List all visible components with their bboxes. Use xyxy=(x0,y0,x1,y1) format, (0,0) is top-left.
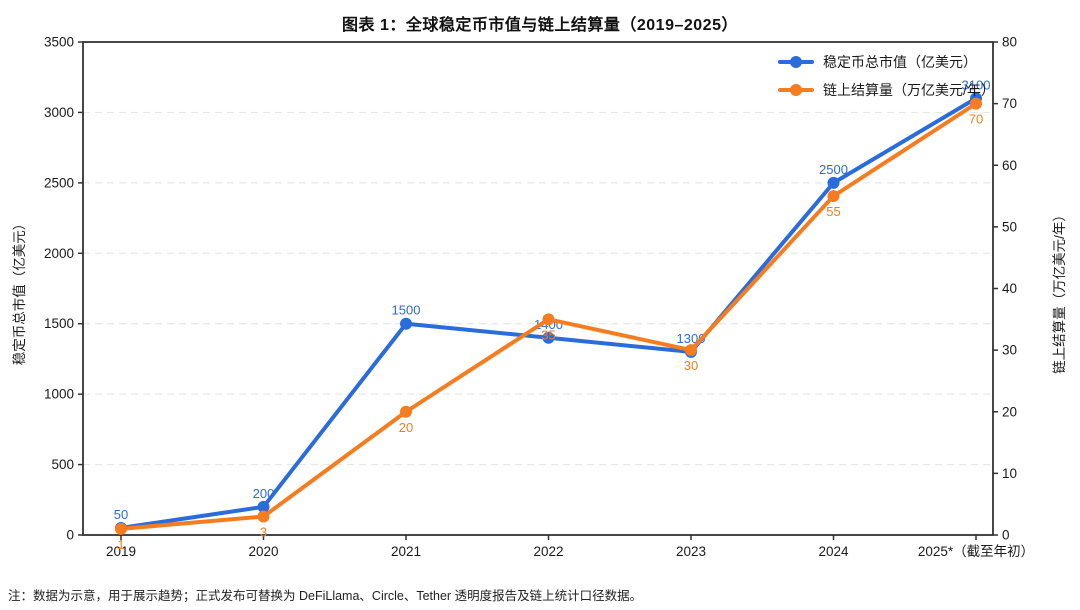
x-tick-label: 2020 xyxy=(248,544,278,559)
data-point xyxy=(685,344,697,357)
left-tick-label: 2500 xyxy=(44,175,74,190)
legend-item-market-cap: 稳定币总市值（亿美元） xyxy=(778,50,995,74)
right-tick-label: 0 xyxy=(1002,528,1010,543)
data-point xyxy=(827,176,840,189)
left-tick-label: 500 xyxy=(51,457,74,472)
data-point-label: 50 xyxy=(114,507,128,522)
data-point-label: 30 xyxy=(684,358,698,373)
data-point-label: 70 xyxy=(969,112,983,127)
data-point-label: 1500 xyxy=(392,303,421,318)
data-point-label: 55 xyxy=(826,204,840,219)
data-point xyxy=(400,317,412,330)
data-point xyxy=(827,190,840,203)
left-tick-label: 3000 xyxy=(44,105,74,120)
left-tick-label: 3500 xyxy=(44,35,74,50)
data-point xyxy=(542,313,555,326)
legend-label-settlement: 链上结算量（万亿美元/年） xyxy=(823,82,995,98)
left-tick-label: 0 xyxy=(66,528,74,543)
right-tick-label: 20 xyxy=(1002,404,1017,419)
left-tick-label: 1500 xyxy=(44,316,74,331)
x-tick-label: 2024 xyxy=(818,544,849,559)
x-tick-label: 2023 xyxy=(676,544,706,559)
left-tick-label: 1000 xyxy=(44,387,74,402)
data-point xyxy=(970,97,982,110)
data-point-label: 35 xyxy=(541,327,555,342)
data-point xyxy=(542,331,555,344)
data-point-label: 20 xyxy=(399,420,413,435)
x-tick-label: 2019 xyxy=(106,544,136,559)
right-tick-label: 80 xyxy=(1002,35,1017,50)
legend-item-settlement: 链上结算量（万亿美元/年） xyxy=(778,78,995,102)
right-tick-label: 10 xyxy=(1002,466,1017,481)
plot-border xyxy=(82,41,994,536)
data-point-label: 200 xyxy=(253,486,275,501)
settlement-line-swatch xyxy=(778,84,814,96)
right-tick-label: 30 xyxy=(1002,343,1017,358)
data-point-label: 3 xyxy=(260,525,267,540)
chart-title: 图表 1：全球稳定币市值与链上结算量（2019–2025） xyxy=(342,17,738,34)
data-point xyxy=(115,522,127,535)
data-point xyxy=(257,510,270,523)
x-tick-label: 2022 xyxy=(533,544,563,559)
data-point-label: 3100 xyxy=(962,77,991,92)
market-cap-line-swatch xyxy=(778,56,814,68)
legend-label-market-cap: 稳定币总市值（亿美元） xyxy=(823,54,977,70)
x-tick-label: 2021 xyxy=(391,544,421,559)
right-tick-label: 50 xyxy=(1002,219,1017,234)
right-tick-label: 40 xyxy=(1002,281,1017,296)
footnote: 注：数据为示意，用于展示趋势；正式发布可替换为 DeFiLlama、Circle… xyxy=(8,589,643,603)
data-point-label: 1 xyxy=(117,537,124,552)
x-tick-label: 2025*（截至年初） xyxy=(918,543,1034,559)
data-point xyxy=(257,500,270,513)
data-point xyxy=(400,405,412,418)
right-tick-label: 60 xyxy=(1002,158,1017,173)
chart-legend: 稳定币总市值（亿美元） 链上结算量（万亿美元/年） xyxy=(778,50,995,102)
right-tick-label: 70 xyxy=(1002,96,1017,111)
data-point-label: 2500 xyxy=(819,162,848,177)
left-tick-label: 2000 xyxy=(44,246,74,261)
